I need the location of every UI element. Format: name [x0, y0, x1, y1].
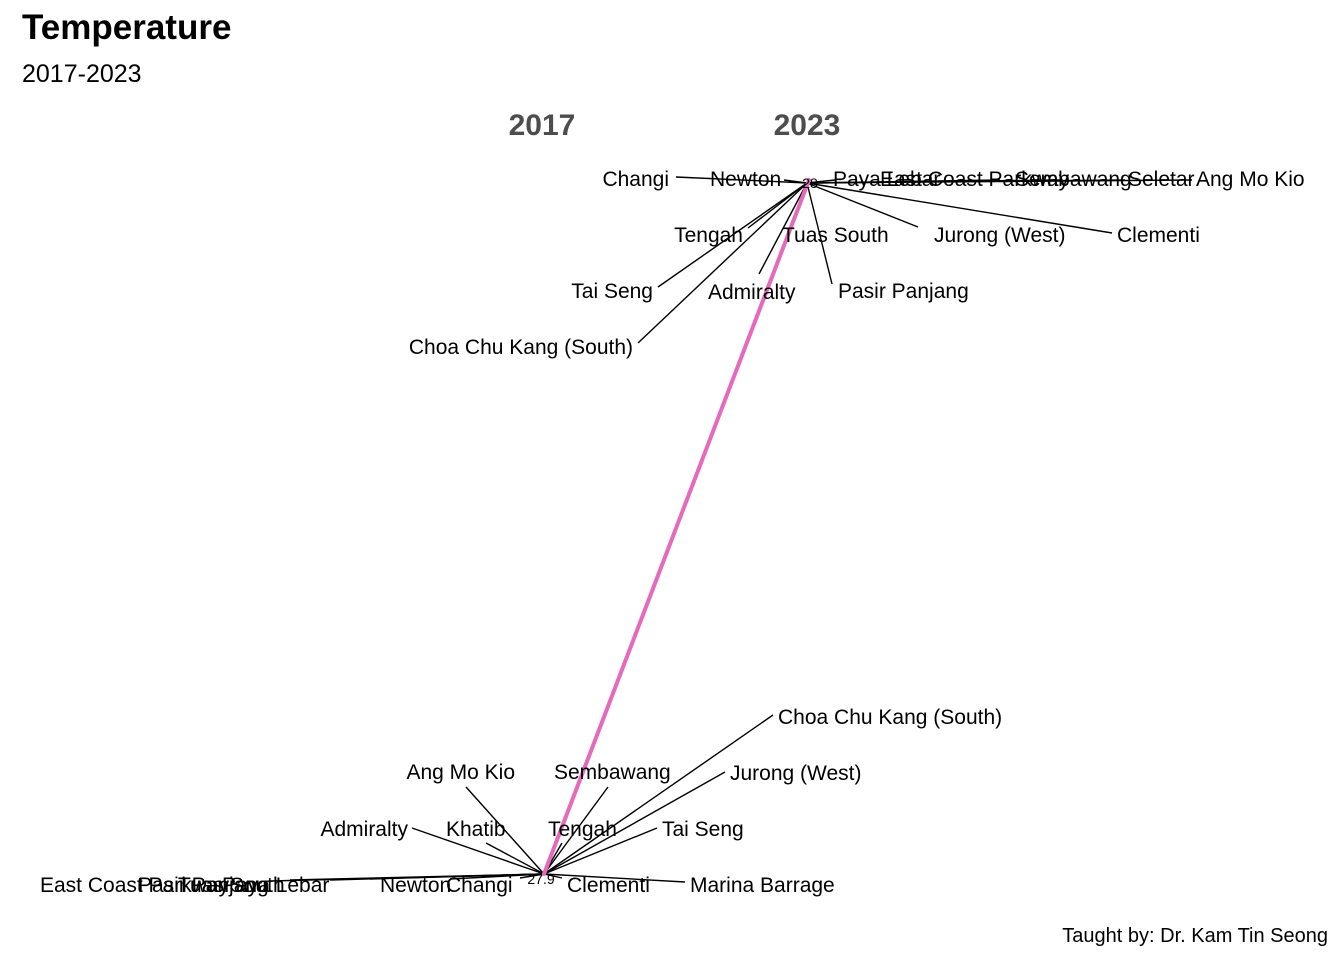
leader-line-start-tai-seng: [543, 827, 658, 875]
station-label-start-choa-chu-kang-south: Choa Chu Kang (South): [778, 706, 1002, 729]
leader-line-end-ang-mo-kio: [806, 179, 1193, 184]
station-label-end-sembawang: Sembawang: [1015, 168, 1132, 191]
leader-line-end-newton: [783, 179, 808, 184]
station-label-end-pasir-panjang: Pasir Panjang: [838, 280, 969, 303]
leader-line-end-choa-chu-kang-south: [637, 182, 808, 344]
leader-line-start-paya-lebar: [369, 873, 545, 880]
leader-line-start-admiralty: [411, 827, 545, 875]
leader-line-start-marina-barrage: [543, 873, 686, 883]
column-header-2023: 2023: [774, 109, 841, 142]
leader-line-end-clementi: [806, 182, 1113, 234]
leader-line-end-changi: [675, 176, 808, 184]
leader-line-start-khatib: [485, 842, 545, 875]
station-label-end-admiralty: Admiralty: [708, 281, 796, 304]
station-label-end-choa-chu-kang-south: Choa Chu Kang (South): [409, 336, 633, 359]
station-label-start-tuas-south: Tuas South: [178, 874, 285, 897]
station-label-start-clementi: Clementi: [567, 874, 650, 897]
station-label-end-paya-lebar: Paya Lebar: [833, 168, 940, 191]
leader-line-start-newton: [449, 873, 545, 880]
chart-subtitle: 2017-2023: [22, 60, 142, 88]
station-label-end-changi: Changi: [602, 168, 669, 191]
leader-line-start-ang-mo-kio: [465, 786, 545, 875]
station-label-start-paya-lebar: Paya Lebar: [222, 874, 329, 897]
station-label-end-tuas-south: Tuas South: [782, 224, 889, 247]
value-label-start: 27.9: [527, 871, 554, 887]
station-label-end-seletar: Seletar: [1128, 168, 1195, 191]
station-label-end-tai-seng: Tai Seng: [571, 280, 653, 303]
leader-line-end-pasir-panjang: [806, 182, 833, 285]
leader-line-start-choa-chu-kang-south: [543, 714, 774, 875]
station-label-start-marina-barrage: Marina Barrage: [690, 874, 835, 897]
station-label-start-pasir-panjang: Pasir Panjang: [138, 874, 269, 897]
leader-line-start-jurong-west: [543, 771, 726, 875]
chart-caption: Taught by: Dr. Kam Tin Seong: [1062, 925, 1328, 947]
station-label-start-jurong-west: Jurong (West): [730, 762, 862, 785]
station-label-end-tengah: Tengah: [674, 224, 743, 247]
leader-line-end-admiralty: [758, 182, 808, 275]
leader-line-end-tai-seng: [657, 182, 808, 288]
station-label-start-changi: Changi: [446, 874, 513, 897]
station-label-end-newton: Newton: [710, 168, 781, 191]
slope-line: [542, 178, 811, 876]
station-label-start-newton: Newton: [380, 874, 451, 897]
station-label-start-ang-mo-kio: Ang Mo Kio: [406, 761, 515, 784]
station-label-end-east-coast-parkway: East Coast Parkway: [880, 168, 1070, 191]
station-label-start-tengah: Tengah: [548, 818, 617, 841]
value-label-end: 28: [802, 175, 818, 191]
station-label-start-admiralty: Admiralty: [320, 818, 408, 841]
station-label-end-jurong-west: Jurong (West): [934, 224, 1066, 247]
station-label-end-ang-mo-kio: Ang Mo Kio: [1196, 168, 1305, 191]
leader-line-start-changi: [519, 873, 545, 879]
leader-line-end-jurong-west: [806, 182, 919, 228]
chart-title: Temperature: [22, 8, 232, 47]
station-label-start-tai-seng: Tai Seng: [662, 818, 744, 841]
station-label-start-sembawang: Sembawang: [554, 761, 671, 784]
column-header-2017: 2017: [509, 109, 576, 142]
leader-line-start-sembawang: [543, 786, 609, 875]
station-label-end-clementi: Clementi: [1117, 224, 1200, 247]
station-label-start-khatib: Khatib: [446, 818, 506, 841]
station-label-start-east-coast-parkway: East Coast Parkway: [40, 874, 230, 897]
